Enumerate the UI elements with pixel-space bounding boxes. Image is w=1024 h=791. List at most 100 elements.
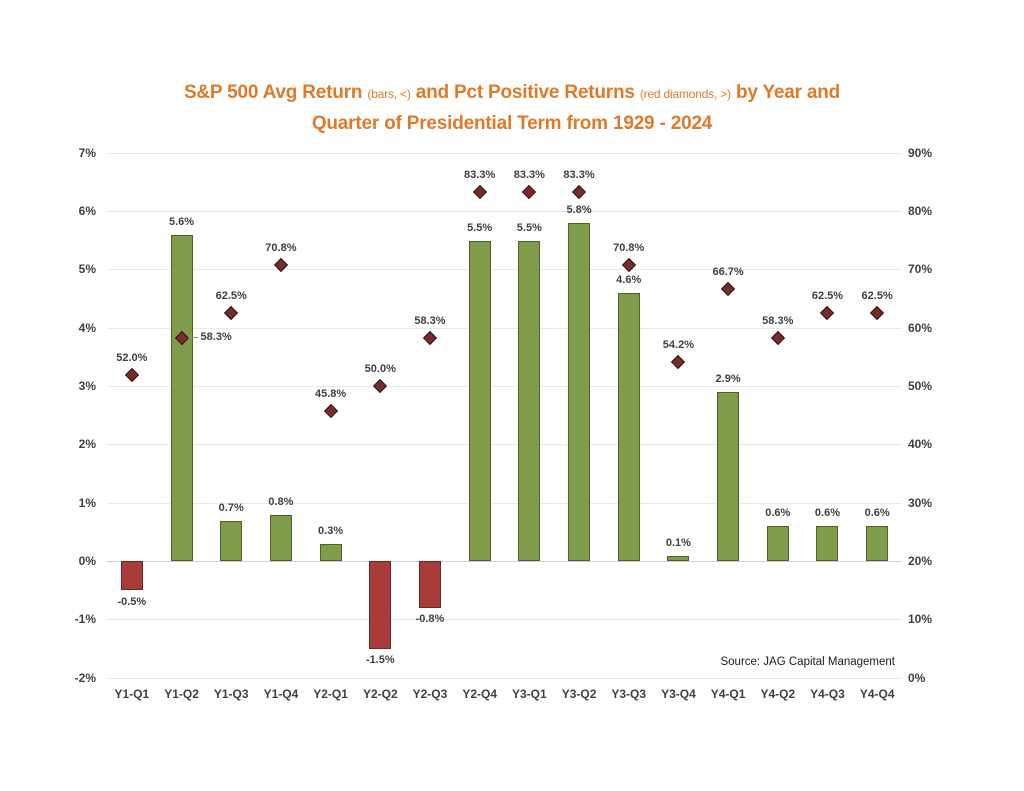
x-axis-label: Y3-Q2 xyxy=(561,687,597,701)
positive-return-bar xyxy=(617,293,640,562)
gridline xyxy=(107,210,902,212)
x-axis-label: Y4-Q4 xyxy=(859,687,895,701)
gridline xyxy=(107,269,902,271)
right-axis-tick: 40% xyxy=(908,437,933,452)
gridline xyxy=(107,677,902,679)
title-segment-3: by Year and xyxy=(735,82,841,103)
bar-value-label: 0.3% xyxy=(318,524,344,537)
pct-positive-diamond-marker xyxy=(373,379,388,394)
bar-value-label: -1.5% xyxy=(365,653,395,666)
diamond-value-label: 52.0% xyxy=(116,351,148,364)
source-note: Source: JAG Capital Management xyxy=(720,656,895,668)
diamond-value-label: 70.8% xyxy=(613,242,645,254)
gridline xyxy=(107,502,902,504)
x-axis-label: Y2-Q2 xyxy=(362,687,398,701)
right-axis-tick: 50% xyxy=(908,378,933,393)
positive-return-bar xyxy=(866,526,889,562)
bar-value-label: 5.8% xyxy=(566,204,592,216)
left-axis-tick: 1% xyxy=(78,495,96,510)
positive-return-bar xyxy=(269,514,292,562)
right-axis-tick: 30% xyxy=(908,495,933,510)
gridline xyxy=(107,152,902,154)
diamond-value-label: 58.3% xyxy=(762,314,794,327)
diamond-value-label: 62.5% xyxy=(861,290,893,303)
label-leader-line xyxy=(187,337,198,339)
diamond-value-label: 70.8% xyxy=(265,242,297,254)
pct-positive-diamond-marker xyxy=(571,185,587,200)
pct-positive-diamond-marker xyxy=(522,185,537,200)
left-axis-tick: 3% xyxy=(78,378,96,393)
bar-value-label: 0.8% xyxy=(268,495,294,508)
x-axis-label: Y4-Q2 xyxy=(760,687,796,701)
gridline xyxy=(107,444,902,446)
positive-return-bar xyxy=(816,526,839,562)
x-axis-label: Y2-Q4 xyxy=(462,687,497,701)
right-axis-tick: 80% xyxy=(908,203,933,218)
left-axis-tick: 4% xyxy=(78,320,96,335)
bar-value-label: 5.5% xyxy=(467,221,493,234)
gridline xyxy=(107,619,902,621)
title-line-2: Quarter of Presidential Term from 1929 -… xyxy=(311,113,713,134)
x-axis-label: Y1-Q3 xyxy=(213,687,249,701)
x-axis-label: Y2-Q1 xyxy=(313,687,348,701)
bar-value-label: 5.6% xyxy=(168,215,195,228)
pct-positive-diamond-marker xyxy=(224,306,239,321)
bar-value-label: 0.6% xyxy=(814,507,840,520)
gridline xyxy=(107,327,902,329)
diamond-value-label: 66.7% xyxy=(712,265,744,278)
right-axis-tick: 20% xyxy=(908,553,933,568)
positive-return-bar xyxy=(568,223,591,562)
negative-return-bar xyxy=(369,561,392,649)
pct-positive-diamond-marker xyxy=(870,306,885,321)
title-segment-1: S&P 500 Avg Return xyxy=(183,82,363,103)
left-axis-tick: 0% xyxy=(78,553,96,568)
title-paren-bars: (bars, <) xyxy=(367,87,411,101)
x-axis-label: Y1-Q1 xyxy=(114,687,150,701)
bar-value-label: 0.6% xyxy=(864,507,890,520)
diamond-value-label: 58.3% xyxy=(200,330,232,343)
right-axis-tick: 70% xyxy=(908,262,933,277)
bar-value-label: 5.5% xyxy=(516,221,542,234)
gridline xyxy=(107,385,902,387)
pct-positive-diamond-marker xyxy=(472,185,487,200)
bar-value-label: 0.7% xyxy=(218,501,244,514)
diamond-value-label: 83.3% xyxy=(464,169,496,182)
positive-return-bar xyxy=(170,234,193,562)
x-axis-label: Y1-Q2 xyxy=(164,687,199,701)
right-axis-tick: 60% xyxy=(908,320,933,335)
diamond-value-label: 83.3% xyxy=(513,169,545,182)
bar-value-label: 0.1% xyxy=(665,536,691,549)
x-axis-label: Y4-Q3 xyxy=(810,687,845,701)
diamond-value-label: 50.0% xyxy=(364,363,396,376)
left-axis-tick: -1% xyxy=(74,612,96,627)
title-paren-diamonds: (red diamonds, >) xyxy=(639,87,731,101)
right-axis-tick: 10% xyxy=(908,612,933,627)
diamond-value-label: 62.5% xyxy=(811,290,844,303)
x-axis-label: Y3-Q3 xyxy=(611,687,647,701)
left-axis-tick: 2% xyxy=(78,437,96,452)
x-axis-label: Y1-Q4 xyxy=(263,687,299,701)
positive-return-bar xyxy=(220,520,243,562)
left-axis-tick: 7% xyxy=(78,145,96,160)
x-axis-label: Y3-Q1 xyxy=(512,687,547,701)
left-axis-tick: 6% xyxy=(78,203,96,218)
pct-positive-diamond-marker xyxy=(721,281,736,296)
positive-return-bar xyxy=(518,240,541,562)
x-axis-label: Y2-Q3 xyxy=(412,687,448,701)
diamond-value-label: 62.5% xyxy=(215,290,247,303)
positive-return-bar xyxy=(667,555,690,562)
diamond-value-label: 45.8% xyxy=(314,387,347,400)
x-axis-label: Y4-Q1 xyxy=(710,687,746,701)
pct-positive-diamond-marker xyxy=(422,330,438,345)
diamond-value-label: 54.2% xyxy=(662,338,694,351)
pct-positive-diamond-marker xyxy=(770,330,785,345)
chart-title: S&P 500 Avg Return (bars, <) and Pct Pos… xyxy=(0,78,1024,138)
negative-return-bar xyxy=(120,561,143,591)
title-segment-2: and Pct Positive Returns xyxy=(415,82,635,103)
left-axis-tick: -2% xyxy=(74,670,96,685)
x-axis-label: Y3-Q4 xyxy=(661,687,696,701)
positive-return-bar xyxy=(717,392,740,562)
positive-return-bar xyxy=(468,240,491,562)
left-axis-tick: 5% xyxy=(78,262,96,277)
